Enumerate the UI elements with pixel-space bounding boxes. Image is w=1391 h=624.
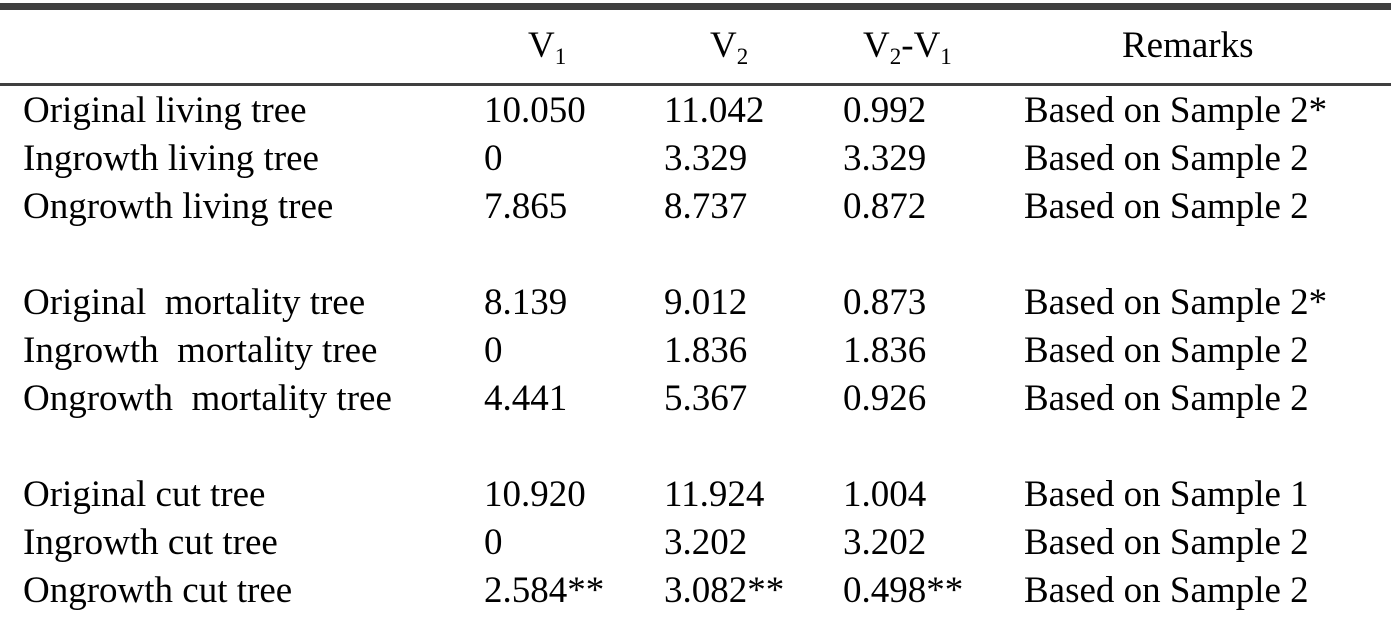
table-row: Ingrowth cut tree 0 3.202 3.202 Based on…	[0, 521, 1391, 565]
table-row: Ingrowth mortality tree 0 1.836 1.836 Ba…	[0, 329, 1391, 373]
table-header-rule	[0, 83, 1391, 86]
table-row: Original cut tree 10.920 11.924 1.004 Ba…	[0, 473, 1391, 517]
table-row: Ingrowth living tree 0 3.329 3.329 Based…	[0, 137, 1391, 181]
cell-remarks: Based on Sample 2*	[1024, 282, 1328, 323]
cell-diff: 0.873	[843, 282, 927, 323]
cell-v1: 4.441	[484, 378, 568, 419]
cell-v2: 8.737	[664, 186, 748, 227]
cell-diff: 0.992	[843, 90, 927, 131]
table-row: Original mortality tree 8.139 9.012 0.87…	[0, 281, 1391, 325]
cell-remarks: Based on Sample 2	[1024, 378, 1309, 419]
cell-v1: 10.050	[484, 90, 586, 131]
cell-remarks: Based on Sample 2	[1024, 522, 1309, 563]
cell-v2: 11.924	[664, 474, 765, 515]
row-label: Ongrowth living tree	[23, 186, 334, 227]
cell-v2: 1.836	[664, 330, 748, 371]
cell-remarks: Based on Sample 2	[1024, 138, 1309, 179]
cell-v1: 0	[484, 138, 503, 179]
cell-v2: 9.012	[664, 282, 748, 323]
cell-remarks: Based on Sample 2*	[1024, 90, 1328, 131]
cell-v1: 8.139	[484, 282, 568, 323]
table-row: Ongrowth cut tree 2.584** 3.082** 0.498*…	[0, 569, 1391, 613]
row-label: Ongrowth cut tree	[23, 570, 293, 611]
cell-v1: 0	[484, 522, 503, 563]
cell-v1: 2.584**	[484, 570, 605, 611]
cell-diff: 1.004	[843, 474, 927, 515]
cell-v1: 0	[484, 330, 503, 371]
cell-remarks: Based on Sample 1	[1024, 474, 1309, 515]
header-v2: V2	[710, 25, 749, 69]
cell-remarks: Based on Sample 2	[1024, 330, 1309, 371]
row-label: Ingrowth mortality tree	[23, 330, 378, 371]
table-row: Ongrowth living tree 7.865 8.737 0.872 B…	[0, 185, 1391, 229]
table-top-rule	[0, 3, 1391, 10]
cell-v1: 10.920	[484, 474, 586, 515]
table-row: Original living tree 10.050 11.042 0.992…	[0, 89, 1391, 133]
cell-diff: 0.498**	[843, 570, 964, 611]
row-label: Original cut tree	[23, 474, 266, 515]
row-label: Ingrowth living tree	[23, 138, 319, 179]
header-v1: V1	[528, 25, 567, 69]
cell-diff: 3.329	[843, 138, 927, 179]
row-label: Ingrowth cut tree	[23, 522, 278, 563]
cell-v2: 3.082**	[664, 570, 785, 611]
cell-diff: 0.926	[843, 378, 927, 419]
header-v2-minus-v1: V2-V1	[863, 25, 952, 69]
cell-diff: 1.836	[843, 330, 927, 371]
cell-diff: 3.202	[843, 522, 927, 563]
header-remarks: Remarks	[1122, 25, 1254, 66]
cell-diff: 0.872	[843, 186, 927, 227]
cell-v2: 5.367	[664, 378, 748, 419]
row-label: Original mortality tree	[23, 282, 366, 323]
row-label: Original living tree	[23, 90, 307, 131]
row-label: Ongrowth mortality tree	[23, 378, 392, 419]
cell-remarks: Based on Sample 2	[1024, 186, 1309, 227]
table-row: Ongrowth mortality tree 4.441 5.367 0.92…	[0, 377, 1391, 421]
cell-v2: 11.042	[664, 90, 765, 131]
cell-remarks: Based on Sample 2	[1024, 570, 1309, 611]
cell-v2: 3.329	[664, 138, 748, 179]
cell-v2: 3.202	[664, 522, 748, 563]
cell-v1: 7.865	[484, 186, 568, 227]
